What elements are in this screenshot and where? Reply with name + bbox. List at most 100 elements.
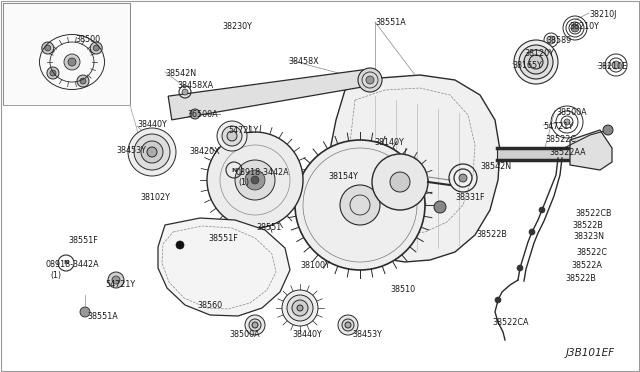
Circle shape: [112, 276, 120, 284]
Text: 38500A: 38500A: [556, 108, 587, 117]
Text: 38522B: 38522B: [565, 274, 596, 283]
Text: 08918-3442A: 08918-3442A: [236, 168, 290, 177]
Text: 38120Y: 38120Y: [524, 49, 554, 58]
Text: 38331F: 38331F: [455, 193, 484, 202]
Text: 38522CB: 38522CB: [575, 209, 611, 218]
Text: 54721Y: 54721Y: [228, 126, 258, 135]
Text: 38542N: 38542N: [165, 69, 196, 78]
Circle shape: [366, 76, 374, 84]
Circle shape: [108, 272, 124, 288]
Circle shape: [282, 290, 318, 326]
Circle shape: [295, 140, 425, 270]
Circle shape: [434, 201, 446, 213]
Text: J3B101EF: J3B101EF: [566, 348, 615, 358]
Text: 38458XA: 38458XA: [177, 81, 213, 90]
Text: 38323N: 38323N: [573, 232, 604, 241]
Text: 38440Y: 38440Y: [137, 120, 167, 129]
Text: 38522A: 38522A: [571, 261, 602, 270]
Circle shape: [529, 55, 543, 69]
Circle shape: [45, 45, 51, 51]
Circle shape: [80, 78, 86, 84]
Circle shape: [141, 141, 163, 163]
Text: 38522B: 38522B: [476, 230, 507, 239]
Text: 38100Y: 38100Y: [300, 261, 330, 270]
Text: 38500: 38500: [75, 35, 100, 44]
Circle shape: [342, 319, 354, 331]
Text: 38522AA: 38522AA: [549, 148, 586, 157]
Circle shape: [80, 307, 90, 317]
Polygon shape: [328, 75, 500, 262]
Text: 38230Y: 38230Y: [222, 22, 252, 31]
Circle shape: [547, 36, 555, 44]
Text: 38458X: 38458X: [288, 57, 319, 66]
Text: 38440Y: 38440Y: [292, 330, 322, 339]
Polygon shape: [3, 3, 130, 105]
Circle shape: [47, 67, 59, 79]
Circle shape: [176, 241, 184, 249]
Text: 38154Y: 38154Y: [328, 172, 358, 181]
Circle shape: [222, 126, 242, 146]
Circle shape: [390, 172, 410, 192]
Text: 38551A: 38551A: [87, 312, 118, 321]
Text: 54721Y: 54721Y: [543, 122, 573, 131]
Circle shape: [340, 185, 380, 225]
Circle shape: [50, 70, 56, 76]
Circle shape: [249, 319, 261, 331]
Polygon shape: [158, 218, 290, 316]
Circle shape: [287, 295, 313, 321]
Text: 38510: 38510: [390, 285, 415, 294]
Text: N: N: [231, 167, 237, 173]
Text: 38140Y: 38140Y: [374, 138, 404, 147]
Circle shape: [128, 128, 176, 176]
Circle shape: [292, 300, 308, 316]
Circle shape: [564, 119, 570, 125]
Circle shape: [245, 170, 265, 190]
Circle shape: [207, 132, 303, 228]
Text: (1): (1): [238, 178, 249, 187]
Text: 38500A: 38500A: [229, 330, 260, 339]
Text: 38522C: 38522C: [576, 248, 607, 257]
Text: 38522C: 38522C: [545, 135, 576, 144]
Circle shape: [603, 125, 613, 135]
Text: 54721Y: 54721Y: [105, 280, 135, 289]
Circle shape: [190, 109, 200, 119]
Text: 38551A: 38551A: [375, 18, 406, 27]
Circle shape: [182, 89, 188, 95]
Polygon shape: [570, 130, 612, 170]
Text: 38420X: 38420X: [189, 147, 220, 156]
Circle shape: [251, 176, 259, 184]
Circle shape: [147, 147, 157, 157]
Circle shape: [227, 131, 237, 141]
Circle shape: [64, 54, 80, 70]
Circle shape: [77, 75, 89, 87]
Text: 38165Y: 38165Y: [512, 61, 542, 70]
Text: 38551: 38551: [256, 223, 281, 232]
Circle shape: [529, 229, 535, 235]
Circle shape: [524, 50, 548, 74]
Circle shape: [372, 154, 428, 210]
Text: 38560: 38560: [197, 301, 222, 310]
Circle shape: [42, 42, 54, 54]
Circle shape: [517, 265, 523, 271]
Circle shape: [571, 24, 579, 32]
Text: 38210Y: 38210Y: [569, 22, 599, 31]
Text: 38453Y: 38453Y: [116, 146, 146, 155]
Circle shape: [68, 58, 76, 66]
Circle shape: [358, 68, 382, 92]
Circle shape: [217, 121, 247, 151]
Circle shape: [93, 45, 99, 51]
Text: 38522B: 38522B: [572, 221, 603, 230]
Circle shape: [514, 40, 558, 84]
Text: 08918-3442A: 08918-3442A: [46, 260, 100, 269]
Text: 38522CA: 38522CA: [492, 318, 529, 327]
Text: 38551F: 38551F: [68, 236, 98, 245]
Circle shape: [345, 322, 351, 328]
Circle shape: [539, 207, 545, 213]
Text: 38551F: 38551F: [208, 234, 237, 243]
Circle shape: [338, 315, 358, 335]
Circle shape: [459, 174, 467, 182]
Text: 38210J: 38210J: [589, 10, 616, 19]
Circle shape: [519, 45, 553, 79]
Circle shape: [252, 322, 258, 328]
Circle shape: [612, 61, 620, 69]
